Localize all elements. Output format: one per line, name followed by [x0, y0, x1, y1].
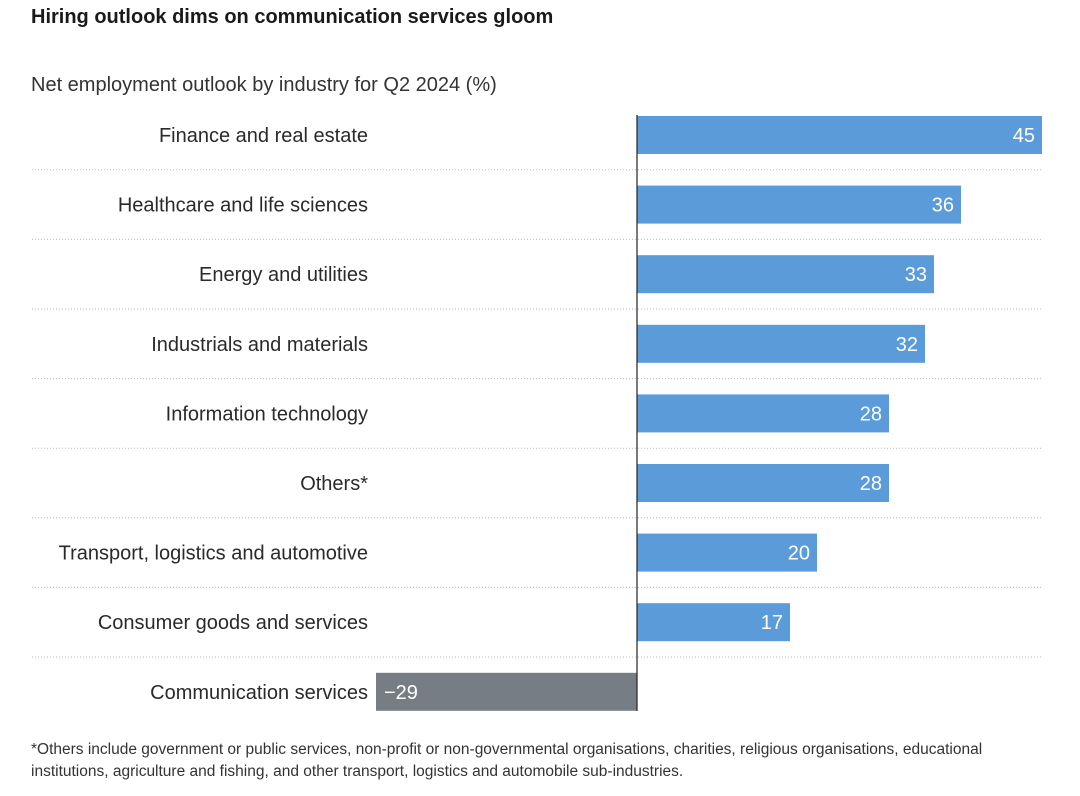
- data-label: 28: [860, 473, 882, 495]
- bar: [637, 394, 889, 433]
- chart-footnote: *Others include government or public ser…: [31, 741, 983, 780]
- bar: [637, 464, 889, 502]
- chart-subtitle: Net employment outlook by industry for Q…: [31, 74, 497, 96]
- bar: [637, 324, 925, 363]
- bar: [637, 533, 817, 572]
- category-label: Information technology: [166, 403, 368, 425]
- data-label: −29: [384, 682, 418, 704]
- data-label: 17: [761, 612, 783, 634]
- bar: [376, 672, 637, 711]
- data-label: 45: [1013, 125, 1035, 147]
- category-label: Communication services: [150, 682, 368, 704]
- category-label: Finance and real estate: [159, 125, 368, 147]
- chart-title: Hiring outlook dims on communication ser…: [31, 6, 554, 28]
- data-label: 33: [905, 264, 927, 286]
- category-label: Transport, logistics and automotive: [59, 543, 368, 565]
- bar: [637, 116, 1042, 154]
- data-label: 32: [896, 334, 918, 356]
- data-label: 28: [860, 403, 882, 425]
- data-label: 20: [788, 543, 810, 565]
- category-label: Consumer goods and services: [98, 612, 368, 634]
- category-label: Energy and utilities: [199, 264, 368, 286]
- bar: [637, 255, 934, 294]
- category-label: Healthcare and life sciences: [118, 195, 368, 217]
- bar-chart: Finance and real estate 45 Healthcare and …: [32, 115, 1042, 711]
- bar: [637, 185, 961, 224]
- category-label: Industrials and materials: [151, 334, 368, 356]
- category-label: Others*: [300, 473, 368, 495]
- data-label: 36: [932, 195, 954, 217]
- bar: [637, 603, 790, 642]
